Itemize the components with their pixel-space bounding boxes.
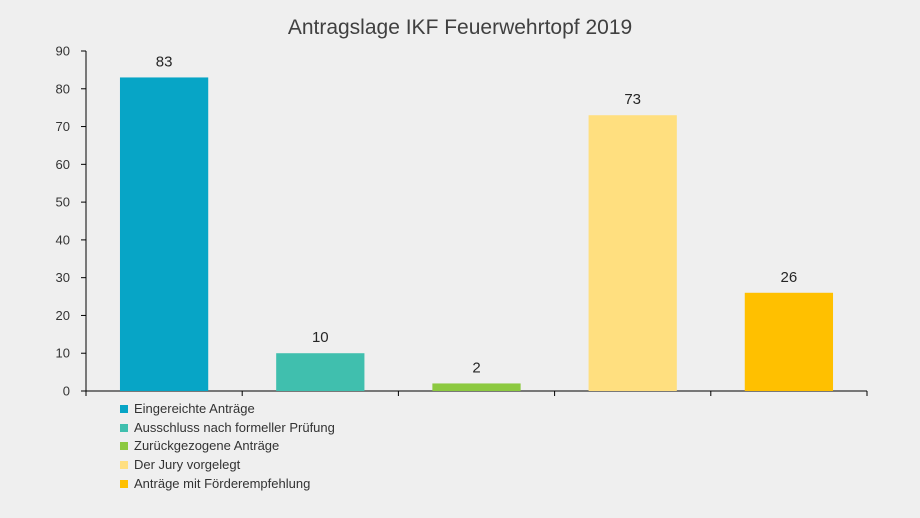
- data-labels: 83 10 2 73 26: [156, 53, 797, 376]
- legend-item: Anträge mit Förderempfehlung: [120, 474, 335, 493]
- y-tick-label: 90: [56, 44, 70, 59]
- legend-item: Ausschluss nach formeller Prüfung: [120, 419, 335, 438]
- legend-swatch: [120, 461, 128, 470]
- data-label: 26: [781, 269, 798, 286]
- bar: [744, 292, 834, 391]
- data-label: 73: [624, 91, 641, 108]
- y-tick-label: 0: [63, 384, 70, 399]
- legend-swatch: [120, 423, 128, 432]
- legend-swatch: [120, 442, 128, 451]
- y-tick-label: 10: [56, 346, 70, 361]
- y-tick-label: 50: [56, 195, 70, 210]
- y-tick-label: 70: [56, 119, 70, 134]
- legend-label: Zurückgezogene Anträge: [134, 438, 280, 454]
- legend-item: Zurückgezogene Anträge: [120, 437, 335, 456]
- chart-title: Antragslage IKF Feuerwehrtopf 2019: [288, 16, 632, 39]
- legend-item: Eingereichte Anträge: [120, 400, 335, 419]
- bar: [432, 383, 521, 391]
- legend-label: Der Jury vorgelegt: [134, 457, 241, 473]
- y-tick-label: 80: [56, 81, 70, 96]
- legend-label: Anträge mit Förderempfehlung: [134, 475, 311, 491]
- y-tick-label: 40: [56, 232, 70, 247]
- y-tick-label: 60: [56, 157, 70, 172]
- legend-item: Der Jury vorgelegt: [120, 456, 335, 475]
- legend-swatch: [120, 479, 128, 488]
- y-axis: 0 10 20 30 40 50 60 70 80 90: [56, 44, 87, 399]
- bar: [119, 77, 209, 391]
- legend: Eingereichte Anträge Ausschluss nach form…: [120, 400, 335, 493]
- data-label: 2: [472, 359, 480, 376]
- legend-label: Eingereichte Anträge: [134, 401, 255, 417]
- data-label: 83: [156, 53, 173, 70]
- y-tick-label: 20: [56, 308, 70, 323]
- legend-label: Ausschluss nach formeller Prüfung: [134, 419, 335, 435]
- legend-swatch: [120, 405, 128, 414]
- bar: [276, 353, 365, 391]
- data-label: 10: [312, 329, 329, 346]
- y-tick-label: 30: [56, 270, 70, 285]
- x-axis: [85, 390, 868, 396]
- bar: [588, 115, 677, 391]
- bars: [119, 77, 834, 391]
